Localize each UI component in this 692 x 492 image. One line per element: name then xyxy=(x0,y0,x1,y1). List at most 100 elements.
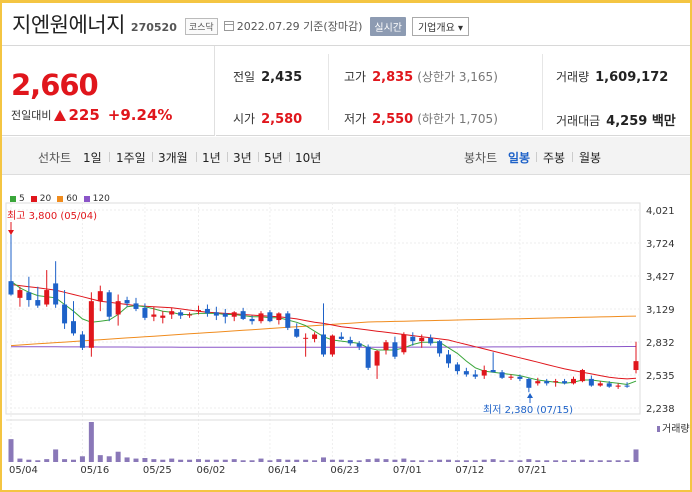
candle-body[interactable] xyxy=(133,303,139,309)
candle-body[interactable] xyxy=(490,370,496,373)
candle-body[interactable] xyxy=(115,301,121,315)
volume-bar[interactable] xyxy=(321,457,326,462)
tab-5y[interactable]: 5년 xyxy=(264,151,283,165)
volume-bar[interactable] xyxy=(597,460,603,462)
candle-body[interactable] xyxy=(446,354,451,364)
volume-bar[interactable] xyxy=(44,459,50,462)
candle-body[interactable] xyxy=(17,290,23,298)
candle-body[interactable] xyxy=(44,290,50,305)
volume-bar[interactable] xyxy=(231,459,237,462)
candle-body[interactable] xyxy=(383,342,389,351)
volume-bar[interactable] xyxy=(35,460,41,462)
candle-body[interactable] xyxy=(428,337,434,344)
volume-bar[interactable] xyxy=(151,459,157,462)
candle-body[interactable] xyxy=(169,311,175,315)
volume-bar[interactable] xyxy=(312,460,318,462)
candle-body[interactable] xyxy=(178,312,184,316)
volume-bar[interactable] xyxy=(401,458,407,462)
candle-body[interactable] xyxy=(321,334,326,355)
volume-bar[interactable] xyxy=(392,459,398,462)
volume-bar[interactable] xyxy=(26,459,32,462)
candle-body[interactable] xyxy=(240,311,246,319)
volume-bar[interactable] xyxy=(133,458,139,462)
volume-bar[interactable] xyxy=(79,456,85,462)
volume-bar[interactable] xyxy=(588,460,594,462)
candle-body[interactable] xyxy=(204,308,210,314)
candle-body[interactable] xyxy=(329,335,335,355)
volume-bar[interactable] xyxy=(142,458,148,462)
candle-body[interactable] xyxy=(597,383,603,386)
volume-bar[interactable] xyxy=(428,460,434,462)
candle-body[interactable] xyxy=(97,291,103,302)
volume-bar[interactable] xyxy=(53,449,59,462)
volume-bar[interactable] xyxy=(338,459,344,462)
volume-bar[interactable] xyxy=(383,459,389,462)
candle-body[interactable] xyxy=(276,313,282,321)
candle-body[interactable] xyxy=(579,370,585,382)
candle-body[interactable] xyxy=(606,383,612,387)
candle-body[interactable] xyxy=(312,334,318,339)
volume-bar[interactable] xyxy=(71,459,76,462)
candle-body[interactable] xyxy=(535,381,541,384)
volume-bar[interactable] xyxy=(97,455,103,462)
stock-name[interactable]: 지엔원에너지 xyxy=(12,13,125,37)
volume-bar[interactable] xyxy=(303,459,309,462)
candle-body[interactable] xyxy=(142,307,148,318)
tab-3m[interactable]: 3개월 xyxy=(158,151,188,165)
candle-body[interactable] xyxy=(213,312,219,316)
volume-bar[interactable] xyxy=(374,458,380,462)
candle-body[interactable] xyxy=(187,314,193,316)
candle-body[interactable] xyxy=(437,341,443,354)
candle-body[interactable] xyxy=(8,281,14,295)
volume-bar[interactable] xyxy=(410,460,416,462)
volume-bar[interactable] xyxy=(437,459,443,462)
volume-bar[interactable] xyxy=(356,460,362,462)
volume-bar[interactable] xyxy=(446,459,451,462)
candle-body[interactable] xyxy=(88,301,94,348)
volume-bar[interactable] xyxy=(562,460,568,462)
candle-body[interactable] xyxy=(71,321,76,334)
volume-bar[interactable] xyxy=(454,460,460,462)
candle-body[interactable] xyxy=(356,343,362,347)
volume-bar[interactable] xyxy=(213,459,219,462)
volume-bar[interactable] xyxy=(294,459,300,462)
volume-bar[interactable] xyxy=(160,459,166,462)
candle-body[interactable] xyxy=(517,376,523,379)
volume-bar[interactable] xyxy=(347,460,353,462)
volume-bar[interactable] xyxy=(240,460,246,462)
candle-body[interactable] xyxy=(338,336,344,339)
tab-1y[interactable]: 1년 xyxy=(202,151,221,165)
candle-body[interactable] xyxy=(303,337,309,339)
volume-bar[interactable] xyxy=(17,458,23,462)
volume-bar[interactable] xyxy=(124,457,130,462)
volume-bar[interactable] xyxy=(544,460,550,462)
candle-body[interactable] xyxy=(106,292,112,317)
candle-body[interactable] xyxy=(392,342,398,357)
volume-bar[interactable] xyxy=(481,459,487,462)
volume-bar[interactable] xyxy=(204,459,210,462)
tab-daily[interactable]: 일봉 xyxy=(508,151,531,165)
tab-weekly[interactable]: 주봉 xyxy=(543,151,566,165)
volume-bar[interactable] xyxy=(463,460,469,462)
candle-body[interactable] xyxy=(401,334,407,353)
volume-bar[interactable] xyxy=(169,458,175,462)
candle-body[interactable] xyxy=(624,385,630,387)
candle-body[interactable] xyxy=(553,381,559,383)
candle-body[interactable] xyxy=(410,336,416,342)
volume-bar[interactable] xyxy=(526,459,532,462)
volume-bar[interactable] xyxy=(196,459,201,462)
volume-bar[interactable] xyxy=(276,459,282,462)
candle-body[interactable] xyxy=(365,346,371,368)
candle-body[interactable] xyxy=(222,313,228,317)
volume-bar[interactable] xyxy=(553,460,559,462)
tab-10y[interactable]: 10년 xyxy=(295,151,322,165)
candle-body[interactable] xyxy=(26,292,32,301)
candle-body[interactable] xyxy=(419,337,425,342)
candle-body[interactable] xyxy=(374,351,380,366)
candle-body[interactable] xyxy=(481,370,487,376)
candle-body[interactable] xyxy=(160,315,166,318)
candle-body[interactable] xyxy=(53,283,59,305)
tab-3y[interactable]: 3년 xyxy=(233,151,252,165)
candle-body[interactable] xyxy=(267,312,273,322)
